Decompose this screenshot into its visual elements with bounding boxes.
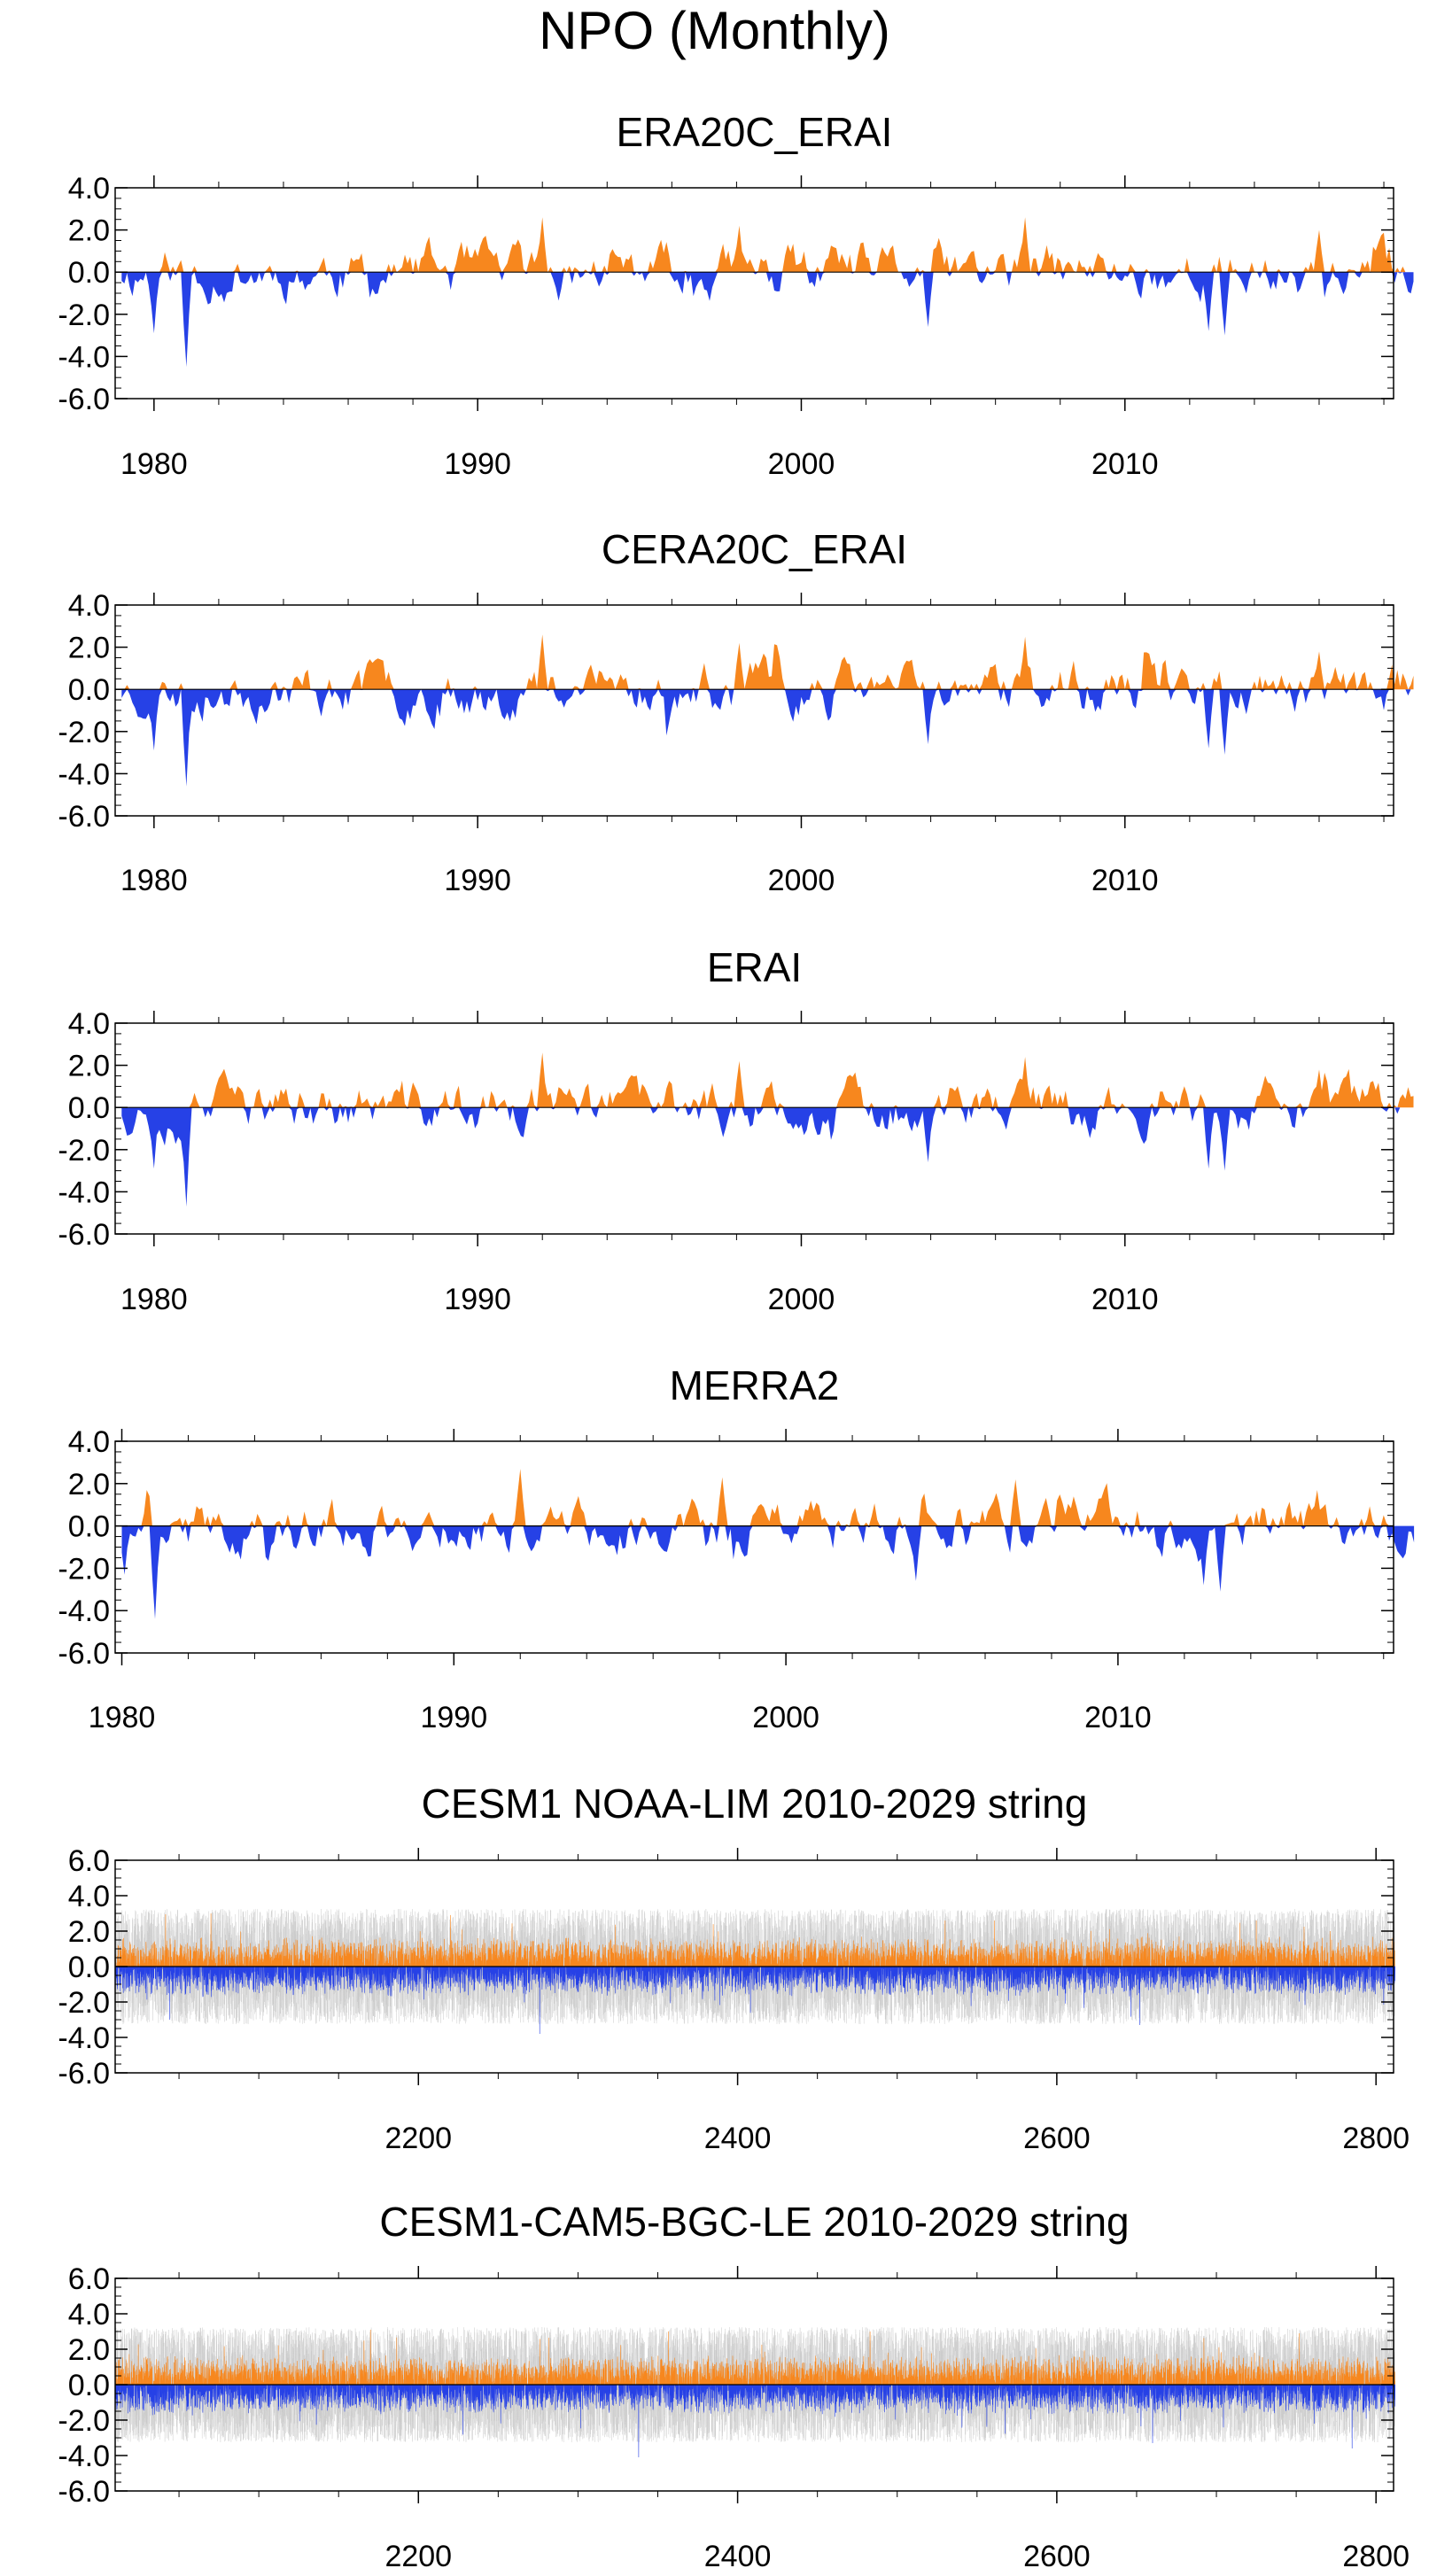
x-tick-label: 2000	[768, 1283, 835, 1316]
plot-frame	[114, 604, 1394, 817]
x-tick-label: 2000	[768, 447, 835, 481]
chart-panel-6: CESM1-CAM5-BGC-LE 2010-2029 string 6.04.0…	[58, 2199, 1410, 2573]
y-tick-label: -2.0	[58, 1986, 110, 2020]
y-tick-label: -4.0	[58, 757, 110, 791]
y-tick-label: -6.0	[58, 2475, 110, 2509]
x-tick-label: 2000	[752, 1701, 819, 1734]
x-tick-label: 2200	[384, 2122, 452, 2155]
positive-anomaly-area	[121, 1469, 1415, 1526]
x-tick-label: 1980	[120, 447, 188, 481]
y-tick-label: 2.0	[68, 2333, 110, 2367]
positive-anomaly-area	[121, 634, 1414, 690]
y-tick-label: -6.0	[58, 1637, 110, 1671]
y-tick-label: 0.0	[68, 1951, 110, 1984]
y-tick-label: 2.0	[68, 214, 110, 248]
y-tick-label: -2.0	[58, 299, 110, 332]
y-tick-label: -4.0	[58, 1175, 110, 1209]
y-tick-label: 0.0	[68, 673, 110, 707]
x-tick-label: 1980	[120, 864, 188, 897]
y-tick-label: 2.0	[68, 1915, 110, 1949]
x-tick-label: 1990	[444, 1283, 511, 1316]
y-tick-label: -6.0	[58, 1218, 110, 1252]
y-tick-label: 4.0	[68, 1880, 110, 1913]
negative-anomaly-area	[121, 689, 1414, 787]
y-tick-label: -4.0	[58, 2021, 110, 2055]
panel-title: CESM1 NOAA-LIM 2010-2029 string	[422, 1781, 1088, 1827]
x-tick-label: 2800	[1342, 2540, 1410, 2573]
y-tick-label: 0.0	[68, 2369, 110, 2402]
negative-anomaly-area	[121, 1107, 1414, 1207]
x-tick-label: 2600	[1023, 2122, 1091, 2155]
panel-title: CERA20C_ERAI	[602, 526, 907, 572]
chart-panel-2: CERA20C_ERAI 4.0 2.0 0.0 -2.0 -4.0 -6.0 1980 199…	[58, 526, 1414, 897]
y-tick-label: -4.0	[58, 340, 110, 374]
x-tick-label: 2010	[1084, 1701, 1152, 1734]
x-tick-label: 2010	[1091, 864, 1159, 897]
y-tick-label: 4.0	[68, 1007, 110, 1041]
y-tick-label: -4.0	[58, 1594, 110, 1628]
y-tick-label: 6.0	[68, 2262, 110, 2296]
x-tick-label: 2800	[1342, 2122, 1410, 2155]
positive-anomaly-area	[121, 1052, 1414, 1108]
y-tick-label: -6.0	[58, 2057, 110, 2091]
x-tick-label: 1980	[89, 1701, 156, 1734]
y-tick-label: 2.0	[68, 1050, 110, 1083]
page-title: NPO (Monthly)	[539, 1, 890, 60]
chart-panel-1: ERA20C_ERAI 4.0 2.0 0.0 -2.0 -4.0 -6.0 1980 1990…	[58, 109, 1414, 481]
y-tick-label: 4.0	[68, 589, 110, 623]
x-tick-label: 2010	[1091, 447, 1159, 481]
y-tick-label: -6.0	[58, 800, 110, 834]
x-tick-label: 1990	[444, 864, 511, 897]
x-tick-label: 2400	[704, 2540, 772, 2573]
y-tick-label: 4.0	[68, 2298, 110, 2332]
panel-title: CESM1-CAM5-BGC-LE 2010-2029 string	[379, 2199, 1129, 2245]
y-tick-label: -2.0	[58, 2404, 110, 2438]
panel-title: MERRA2	[670, 1362, 840, 1408]
y-tick-label: 4.0	[68, 1425, 110, 1459]
y-tick-label: -4.0	[58, 2440, 110, 2473]
y-tick-label: 2.0	[68, 632, 110, 665]
chart-panel-4: MERRA2 4.0 2.0 0.0 -2.0 -4.0 -6.0 1980 1990 2000 2…	[58, 1362, 1415, 1734]
plot-frame	[114, 1022, 1394, 1235]
x-tick-label: 2010	[1091, 1283, 1159, 1316]
y-tick-label: 6.0	[68, 1844, 110, 1878]
x-tick-label: 2200	[384, 2540, 452, 2573]
x-tick-label: 2000	[768, 864, 835, 897]
chart-panel-5: CESM1 NOAA-LIM 2010-2029 string 6.04.02.0…	[58, 1781, 1410, 2155]
positive-anomaly-area	[121, 217, 1414, 273]
negative-anomaly-area	[121, 272, 1414, 368]
y-tick-label: 4.0	[68, 172, 110, 206]
x-tick-label: 1990	[444, 447, 511, 481]
x-tick-label: 1980	[120, 1283, 188, 1316]
y-tick-label: 0.0	[68, 1510, 110, 1544]
chart-panel-3: ERAI 4.0 2.0 0.0 -2.0 -4.0 -6.0 1980 1990 2000 201…	[58, 944, 1414, 1316]
y-tick-label: 0.0	[68, 256, 110, 290]
x-tick-label: 2600	[1023, 2540, 1091, 2573]
y-tick-label: 2.0	[68, 1468, 110, 1501]
x-tick-label: 2400	[704, 2122, 772, 2155]
panel-title: ERA20C_ERAI	[617, 109, 893, 155]
x-tick-label: 1990	[420, 1701, 487, 1734]
negative-anomaly-area	[121, 1525, 1415, 1619]
y-tick-label: -2.0	[58, 1134, 110, 1168]
y-tick-label: -2.0	[58, 716, 110, 749]
y-tick-label: -2.0	[58, 1552, 110, 1586]
panel-title: ERAI	[707, 944, 802, 990]
y-tick-label: -6.0	[58, 383, 110, 416]
y-tick-label: 0.0	[68, 1091, 110, 1125]
